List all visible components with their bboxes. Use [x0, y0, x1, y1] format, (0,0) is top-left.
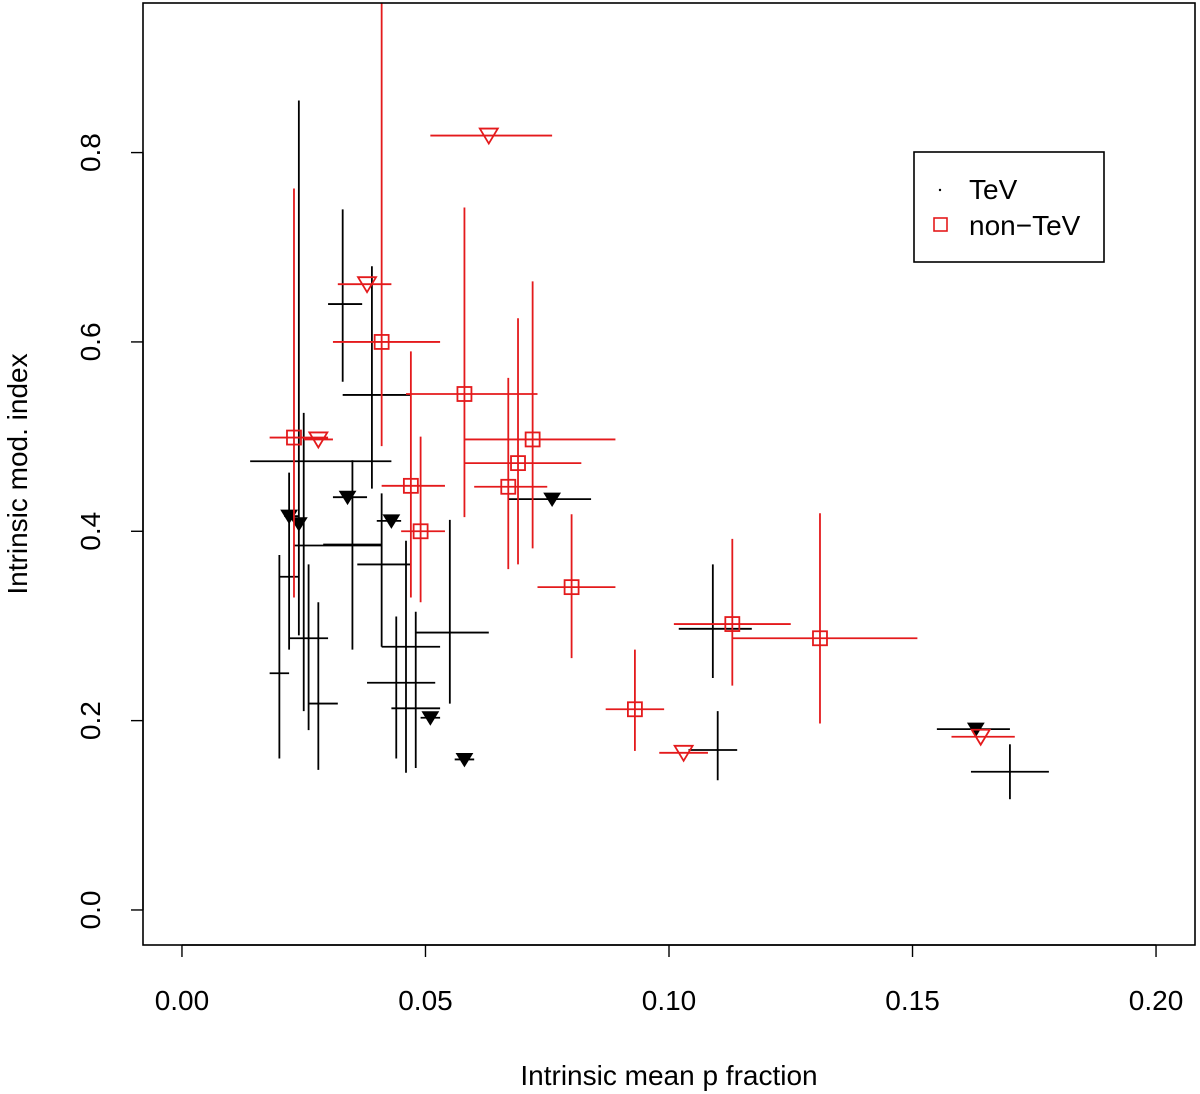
nontev-point: [373, 334, 390, 350]
axes: 0.00 0.05 0.10 0.15 0.20 0.0 0.2 0.4 0.6 0.8: [75, 133, 1183, 1016]
nontev-point: [812, 630, 828, 647]
nontev-point: [286, 429, 302, 446]
nontev-point: [724, 616, 741, 632]
nontev-point: [412, 523, 429, 540]
tev-point: [380, 563, 383, 566]
tev-point: [317, 702, 320, 705]
tev-point: [1008, 770, 1012, 773]
y-tick-label: 0.2: [75, 701, 106, 740]
x-axis-title: Intrinsic mean p fraction: [520, 1060, 817, 1091]
nontev-upper-limit-point: [673, 744, 695, 763]
tev-point: [297, 460, 300, 463]
nontev-point: [563, 579, 580, 596]
tev-point: [711, 627, 714, 630]
legend-tev-marker: [938, 188, 942, 192]
tev-upper-limit-point: [543, 492, 562, 508]
legend-nontev-marker: [933, 217, 948, 232]
x-tick-label: 0.05: [398, 985, 453, 1016]
nontev-upper-limit-point: [307, 431, 329, 450]
nontev-point: [524, 431, 541, 448]
tev-point: [302, 544, 305, 547]
nontev-point: [402, 477, 419, 494]
x-tick-label: 0.10: [642, 985, 697, 1016]
tev-point: [395, 681, 398, 684]
tev-point: [716, 748, 719, 752]
tev-upper-limit-point: [338, 490, 357, 506]
x-tick-label: 0.00: [155, 985, 210, 1016]
tev-upper-limit-point: [421, 711, 440, 726]
legend-nontev-label: non−TeV: [969, 210, 1081, 241]
y-tick-label: 0.4: [75, 512, 106, 551]
tev-upper-limit-point: [455, 752, 474, 768]
plot-area: [250, 3, 1049, 800]
x-tick-label: 0.20: [1129, 985, 1184, 1016]
tev-point: [414, 707, 417, 710]
tev-point: [341, 302, 344, 306]
tev-point: [278, 672, 281, 675]
legend-box: [913, 151, 1105, 263]
tev-point: [351, 543, 354, 546]
y-tick-label: 0.8: [75, 133, 106, 172]
legend-tev-label: TeV: [969, 174, 1018, 205]
nontev-point: [500, 478, 517, 495]
plot-frame: [142, 2, 1196, 946]
nontev-upper-limit-point: [356, 276, 378, 294]
nontev-point: [510, 455, 526, 472]
tev-upper-limit-point: [382, 514, 401, 529]
tev-point: [288, 575, 291, 578]
y-tick-label: 0.6: [75, 322, 106, 361]
nontev-point: [456, 386, 473, 402]
tev-point: [307, 637, 310, 640]
nontev-upper-limit-point: [970, 728, 992, 747]
tev-point: [404, 645, 408, 648]
legend: TeV non−TeV: [913, 151, 1105, 263]
y-tick-label: 0.0: [75, 891, 106, 930]
tev-point: [370, 393, 374, 397]
x-tick-label: 0.15: [885, 985, 940, 1016]
y-axis-title: Intrinsic mod. index: [2, 353, 33, 594]
nontev-point: [627, 701, 643, 718]
tev-point: [448, 631, 451, 634]
nontev-upper-limit-point: [478, 127, 500, 146]
